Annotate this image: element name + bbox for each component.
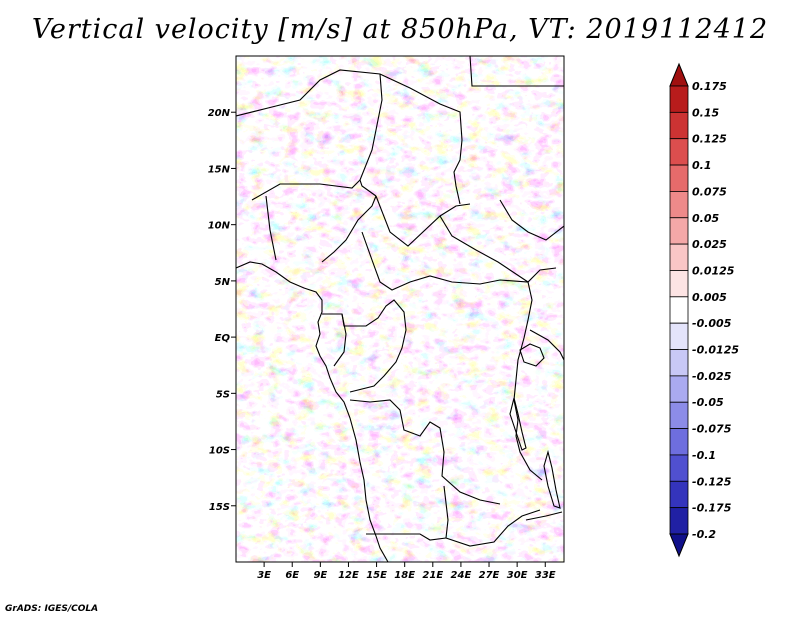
border-zambia	[443, 485, 541, 547]
border-niger-chad	[359, 73, 383, 197]
lat-tick-label: 20N	[208, 108, 231, 119]
lon-tick-label: 30E	[507, 570, 528, 581]
colorbar-label: -0.125	[692, 475, 732, 488]
colorbar-bin	[669, 217, 689, 245]
border-nigeria	[251, 179, 361, 201]
colorbar-label: 0.15	[692, 106, 719, 119]
border-sahara-north	[236, 69, 463, 205]
grads-credit: GrADS: IGES/COLA	[5, 604, 99, 614]
colorbar-bin	[669, 454, 689, 482]
lat-tick-label: 15S	[209, 502, 230, 513]
colorbar-bin	[669, 480, 689, 509]
chart-title: Vertical velocity [m/s] at 850hPa, VT: 2…	[31, 14, 769, 45]
colorbar-label: 0.075	[692, 185, 727, 198]
colorbar-label: 0.025	[692, 238, 727, 251]
colorbar-bin	[669, 375, 689, 403]
colorbar-bin	[669, 85, 689, 113]
lat-tick-label: 15N	[208, 164, 231, 175]
coastline-west-africa	[236, 261, 389, 562]
colorbar-bin	[669, 507, 689, 535]
colorbar-bin	[669, 296, 689, 324]
longitude-axis: 3E 6E 9E 12E 15E 18E 21E 24E 27E 30E 33E	[257, 562, 556, 581]
colorbar-bin	[669, 164, 689, 192]
lon-tick-label: 12E	[338, 570, 359, 581]
colorbar-label: 0.005	[692, 291, 727, 304]
latitude-axis: 20N 15N 10N 5N EQ 5S 10S 15S	[208, 108, 236, 513]
border-angola-north	[349, 399, 501, 505]
colorbar-label: -0.025	[692, 370, 732, 383]
colorbar-bin	[669, 349, 689, 377]
border-chad-sudan	[375, 195, 471, 247]
colorbar-label: 0.1	[692, 159, 712, 172]
velocity-field	[236, 56, 564, 562]
border-ethiopia	[499, 199, 564, 241]
lat-tick-label: 10N	[208, 221, 231, 232]
colorbar-label: -0.0125	[692, 344, 739, 357]
lon-tick-label: 18E	[394, 570, 415, 581]
border-cameroon-car	[361, 231, 557, 291]
lake-victoria	[519, 343, 545, 367]
border-gabon	[322, 313, 347, 367]
border-angola-south	[366, 533, 447, 541]
lon-tick-label: 24E	[451, 570, 472, 581]
lat-tick-label: 5N	[215, 277, 231, 288]
border-sudan-south	[439, 215, 529, 283]
colorbar-label: 0.05	[692, 212, 719, 225]
border-drc-east	[513, 281, 543, 481]
colorbar-bottom-triangle	[669, 533, 689, 558]
colorbar-bin	[669, 270, 689, 298]
colorbar-label: -0.1	[692, 449, 716, 462]
map-frame	[235, 55, 565, 563]
border-benin	[265, 195, 277, 261]
lon-tick-label: 21E	[422, 570, 443, 581]
country-borders	[236, 56, 564, 562]
border-libya-egypt	[469, 56, 564, 87]
colorbar-label: -0.2	[692, 528, 716, 541]
lake-malawi	[543, 449, 561, 509]
colorbar-bin	[669, 401, 689, 429]
colorbar-bin	[669, 138, 689, 166]
colorbar-bin	[669, 243, 689, 271]
border-congo-drc	[341, 299, 407, 393]
lon-tick-label: 6E	[285, 570, 299, 581]
colorbar-label: -0.075	[692, 423, 732, 436]
lon-tick-label: 15E	[366, 570, 387, 581]
colorbar-bin	[669, 428, 689, 456]
colorbar-label: 0.175	[692, 80, 727, 93]
border-nigeria-cameroon	[321, 195, 377, 263]
colorbar-label: -0.05	[692, 396, 724, 409]
lon-tick-label: 27E	[479, 570, 500, 581]
lake-tanganyika	[509, 397, 527, 451]
colorbar-bin	[669, 111, 689, 140]
colorbar-bin	[669, 322, 689, 350]
lat-tick-label: 5S	[216, 389, 230, 400]
colorbar-label: -0.005	[692, 317, 732, 330]
lat-tick-label: EQ	[215, 333, 231, 344]
lat-tick-label: 10S	[209, 446, 230, 457]
lon-tick-label: 9E	[313, 570, 327, 581]
border-tanzania	[529, 329, 564, 361]
colorbar-label: 0.125	[692, 133, 727, 146]
lon-tick-label: 33E	[535, 570, 556, 581]
lon-tick-label: 3E	[257, 570, 271, 581]
colorbar-label: 0.0125	[692, 264, 735, 277]
colorbar-bin	[669, 191, 689, 219]
colorbar-label: -0.175	[692, 502, 732, 515]
colorbar-top-triangle	[669, 62, 689, 87]
border-mozambique	[525, 511, 563, 521]
